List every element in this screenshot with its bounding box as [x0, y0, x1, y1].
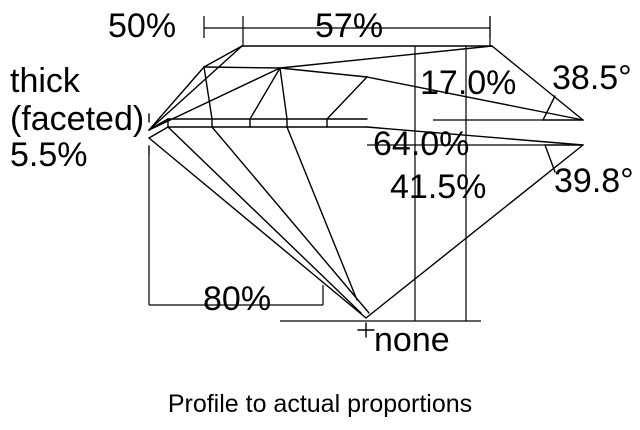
- svg-text:17.0%: 17.0%: [420, 64, 516, 102]
- svg-text:none: none: [374, 321, 450, 359]
- svg-text:80%: 80%: [203, 280, 271, 318]
- svg-text:64.0%: 64.0%: [373, 125, 469, 163]
- svg-text:57%: 57%: [315, 7, 383, 45]
- svg-text:5.5%: 5.5%: [10, 136, 88, 174]
- svg-text:(faceted): (faceted): [10, 100, 144, 138]
- svg-text:50%: 50%: [108, 7, 176, 45]
- svg-text:39.8°: 39.8°: [554, 162, 634, 200]
- svg-text:thick: thick: [10, 62, 81, 100]
- svg-text:38.5°: 38.5°: [552, 59, 632, 97]
- svg-text:Profile to actual proportions: Profile to actual proportions: [168, 390, 472, 418]
- svg-text:41.5%: 41.5%: [390, 168, 486, 206]
